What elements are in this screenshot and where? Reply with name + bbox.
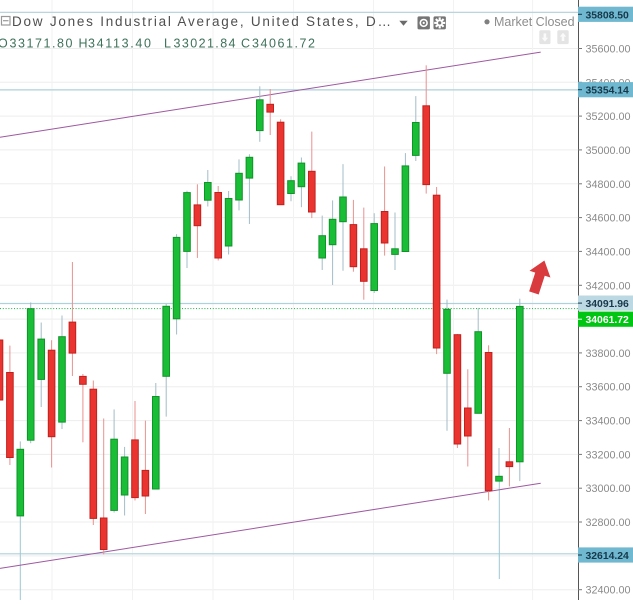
svg-text:O: O — [0, 36, 8, 50]
svg-text:34800.00: 34800.00 — [586, 179, 631, 191]
svg-text:33000.00: 33000.00 — [586, 483, 631, 495]
svg-text:Market Closed: Market Closed — [494, 15, 575, 29]
svg-text:34200.00: 34200.00 — [586, 280, 631, 292]
svg-text:C: C — [241, 36, 250, 50]
svg-text:35000.00: 35000.00 — [586, 145, 631, 157]
svg-text:33200.00: 33200.00 — [586, 449, 631, 461]
svg-text:32800.00: 32800.00 — [586, 517, 631, 529]
svg-text:35808.50: 35808.50 — [586, 10, 630, 21]
svg-text:34091.96: 34091.96 — [586, 299, 630, 310]
svg-text:33400.00: 33400.00 — [586, 416, 631, 428]
svg-text:35200.00: 35200.00 — [586, 111, 631, 123]
svg-text:32614.24: 32614.24 — [586, 551, 630, 562]
svg-text:32400.00: 32400.00 — [586, 585, 631, 597]
svg-text:33021.84: 33021.84 — [174, 36, 236, 50]
svg-text:34113.40: 34113.40 — [88, 36, 151, 50]
svg-text:Dow Jones Industrial Average,: Dow Jones Industrial Average, United Sta… — [12, 14, 391, 29]
svg-text:H: H — [79, 36, 88, 50]
svg-text:34061.72: 34061.72 — [252, 36, 315, 50]
svg-text:34600.00: 34600.00 — [586, 213, 631, 225]
svg-text:33600.00: 33600.00 — [586, 382, 631, 394]
svg-text:34061.72: 34061.72 — [586, 315, 630, 326]
svg-text:35354.14: 35354.14 — [586, 86, 630, 97]
svg-text:33171.80: 33171.80 — [10, 36, 73, 50]
svg-text:33800.00: 33800.00 — [586, 348, 631, 360]
svg-text:35600.00: 35600.00 — [586, 44, 631, 56]
svg-text:34400.00: 34400.00 — [586, 246, 631, 258]
svg-text:L: L — [164, 36, 171, 50]
